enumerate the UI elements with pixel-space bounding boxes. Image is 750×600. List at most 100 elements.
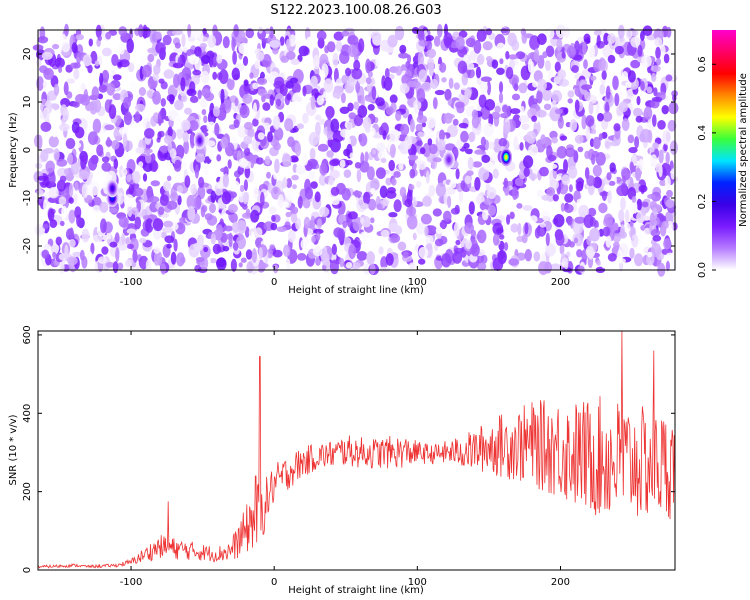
heatmap-cell [665, 260, 671, 272]
heatmap-cell [302, 198, 311, 209]
heatmap-cell [212, 24, 218, 38]
heatmap-cell [595, 152, 606, 166]
heatmap-cell [160, 231, 167, 239]
heatmap-cell [353, 59, 361, 72]
heatmap-cell [174, 42, 181, 49]
heatmap-cell [528, 173, 538, 180]
heatmap-cell [566, 45, 577, 58]
heatmap-cell [573, 237, 579, 244]
heatmap-cell [513, 83, 519, 92]
heatmap-cell [279, 83, 288, 97]
heatmap-cell [620, 197, 626, 211]
heatmap-cell [426, 48, 437, 59]
heatmap-cell [367, 198, 377, 211]
heatmap-hotspot [110, 185, 115, 191]
heatmap-cell [672, 94, 677, 102]
heatmap-cell [598, 202, 608, 214]
heatmap-cell [652, 142, 659, 150]
figure-title: S122.2023.100.08.26.G03 [270, 3, 441, 18]
heatmap-cell [347, 35, 359, 46]
heatmap-cell [184, 175, 191, 188]
heatmap-cell [598, 57, 606, 72]
heatmap-cell [585, 115, 595, 127]
heatmap-cell [550, 263, 561, 271]
heatmap-cell [340, 92, 346, 104]
heatmap-cell [509, 211, 515, 220]
heatmap-cell [181, 33, 186, 48]
heatmap-cell [353, 101, 360, 110]
heatmap-cell [329, 97, 339, 105]
heatmap-cell [292, 92, 303, 107]
heatmap-cell [87, 131, 99, 146]
heatmap-cell [177, 195, 182, 206]
heatmap-cell [556, 38, 563, 52]
heatmap-cell [195, 153, 206, 163]
heatmap-cell [222, 36, 230, 49]
heatmap-cell [435, 227, 443, 234]
heatmap-cell [466, 170, 474, 177]
heatmap-cell [378, 246, 384, 255]
heatmap-cell [571, 65, 579, 73]
heatmap-cell [408, 262, 416, 270]
heatmap-cell [162, 227, 173, 233]
heatmap-cell [310, 95, 316, 110]
heatmap-cell [625, 81, 632, 89]
heatmap-cell [599, 84, 606, 95]
heatmap-cell [123, 96, 131, 109]
heatmap-cell [372, 149, 377, 155]
heatmap-cell [283, 244, 291, 257]
heatmap-cell [204, 162, 209, 177]
heatmap-cell [582, 41, 587, 55]
heatmap-cell [163, 180, 171, 192]
heatmap-cell [480, 136, 486, 147]
heatmap-cell [432, 97, 438, 110]
heatmap-cell [359, 133, 367, 147]
heatmap-cell [485, 28, 493, 36]
heatmap-cell [290, 58, 300, 66]
heatmap-cell [80, 83, 86, 92]
heatmap-cell [656, 57, 661, 66]
heatmap-cell [371, 85, 377, 100]
heatmap-cell [557, 69, 567, 80]
heatmap-x-tick-label: 200 [551, 277, 570, 288]
heatmap-cell [171, 29, 183, 36]
heatmap-cell [286, 93, 292, 101]
heatmap-cell [428, 184, 436, 197]
heatmap-cell [260, 191, 265, 207]
heatmap-cell [149, 29, 159, 44]
heatmap-cell [564, 193, 574, 203]
heatmap-cell [247, 127, 255, 138]
heatmap-cell [468, 201, 475, 215]
heatmap-cell [238, 262, 243, 268]
heatmap-cell [101, 162, 112, 172]
heatmap-cell [68, 239, 76, 248]
heatmap-cell [358, 199, 364, 206]
heatmap-cell [385, 190, 397, 199]
heatmap-cell [448, 77, 454, 89]
heatmap-cell [197, 89, 202, 100]
heatmap-cell [186, 88, 197, 97]
heatmap-cell [104, 124, 115, 131]
heatmap-cell [173, 162, 182, 172]
heatmap-cell [521, 123, 530, 130]
heatmap-cell [581, 114, 587, 130]
heatmap-cell [658, 149, 664, 164]
heatmap-cell [363, 263, 371, 275]
heatmap-cell [607, 252, 617, 262]
heatmap-cell [539, 166, 549, 177]
heatmap-x-ticks: -100 0 100 200 [120, 30, 570, 288]
heatmap-cell [376, 142, 386, 152]
heatmap-cell [367, 104, 375, 111]
heatmap-cells [32, 23, 679, 277]
heatmap-y-ticks: -20 -10 0 10 20 [22, 48, 675, 254]
heatmap-cell [356, 251, 368, 261]
heatmap-cell [347, 44, 358, 58]
heatmap-cell [269, 94, 274, 106]
heatmap-cell [257, 88, 268, 96]
heatmap-cell [601, 70, 607, 80]
heatmap-cell [524, 249, 532, 262]
heatmap-cell [65, 138, 76, 149]
heatmap-cell [513, 136, 519, 151]
heatmap-cell [58, 196, 67, 206]
heatmap-cell [518, 115, 530, 123]
